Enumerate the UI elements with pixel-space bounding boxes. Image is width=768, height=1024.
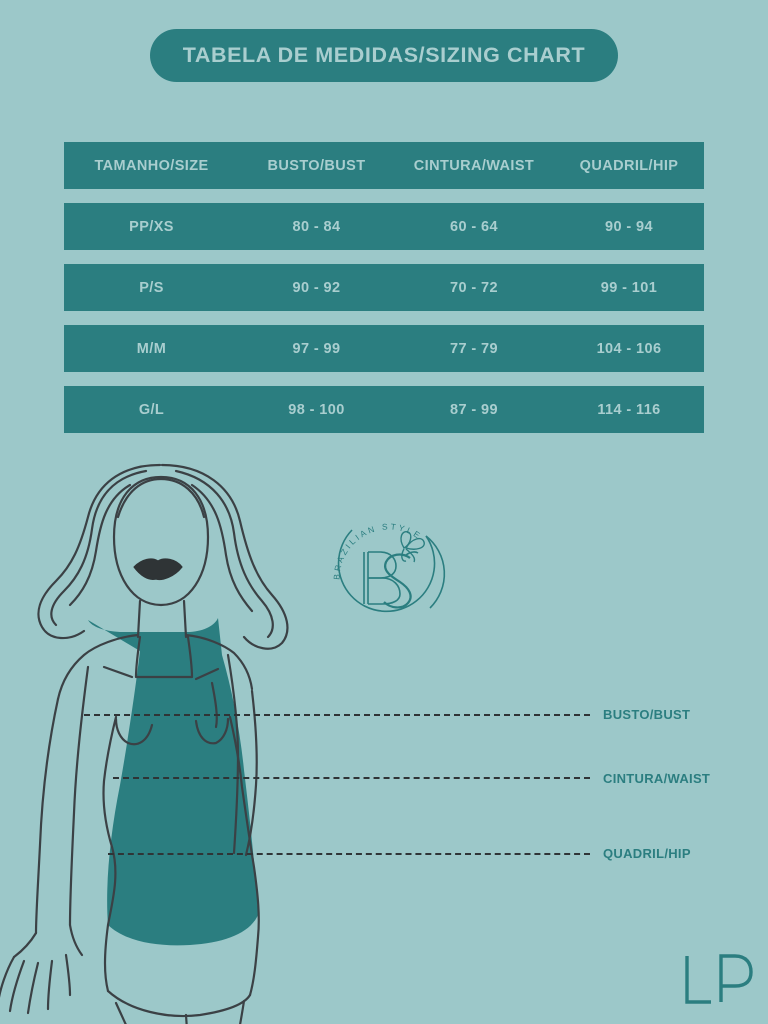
table-header-row: TAMANHO/SIZE BUSTO/BUST CINTURA/WAIST QU… — [64, 142, 704, 189]
finger-3 — [26, 961, 40, 1015]
arm-left-outer — [34, 697, 60, 935]
page-title: TABELA DE MEDIDAS/SIZING CHART — [182, 43, 586, 67]
finger-2 — [8, 959, 26, 1013]
guide-label-hip: QUADRIL/HIP — [603, 846, 691, 861]
leg-inner-line — [184, 1013, 188, 1024]
column-header-bust: BUSTO/BUST — [267, 157, 366, 174]
guide-label-waist: CINTURA/WAIST — [603, 771, 711, 786]
shoulder-right — [184, 633, 254, 691]
logo-monogram-s-flourish — [405, 551, 419, 556]
logo-monogram-s — [383, 553, 412, 609]
circle-outline-icon-right — [425, 535, 446, 609]
neck-left — [136, 599, 142, 639]
bust-curve-right — [194, 717, 230, 745]
cell-hip: 114 - 116 — [597, 401, 661, 418]
guide-line-waist — [113, 777, 590, 779]
brand-logo: BRAZILIAN STYLE — [331, 521, 446, 613]
cell-waist: 60 - 64 — [450, 218, 498, 235]
cell-bust: 80 - 84 — [292, 218, 341, 235]
cell-waist: 77 - 79 — [450, 340, 498, 357]
face-outline — [112, 475, 210, 607]
column-header-size: TAMANHO/SIZE — [94, 157, 209, 174]
armpit-right — [210, 681, 218, 729]
collarbone-right — [194, 667, 220, 681]
hair-left-outline — [37, 463, 162, 640]
cell-bust: 98 - 100 — [288, 401, 345, 418]
guide-line-bust — [84, 714, 590, 716]
wrist-left — [12, 931, 38, 959]
dress-neckline — [134, 635, 194, 679]
butterfly-icon — [400, 531, 425, 563]
dress-outline-right — [228, 715, 260, 997]
dress-hem — [106, 989, 252, 1018]
cell-hip: 104 - 106 — [596, 340, 662, 357]
cell-bust: 97 - 99 — [292, 340, 341, 357]
table-row: M/M 97 - 99 77 - 79 104 - 106 — [64, 325, 704, 372]
shoulder-left — [56, 633, 140, 701]
cell-size: PP/XS — [129, 218, 174, 235]
table-row: PP/XS 80 - 84 60 - 64 90 - 94 — [64, 203, 704, 250]
circle-outline-icon — [337, 529, 436, 613]
guide-label-bust: BUSTO/BUST — [603, 707, 691, 722]
table-row: P/S 90 - 92 70 - 72 99 - 101 — [64, 264, 704, 311]
cell-size: P/S — [139, 279, 164, 296]
leg-right-outer — [239, 999, 246, 1024]
watermark-letter-l — [685, 956, 711, 1004]
cell-bust: 90 - 92 — [292, 279, 341, 296]
table-row: G/L 98 - 100 87 - 99 114 - 116 — [64, 386, 704, 433]
sizing-chart-table: TAMANHO/SIZE BUSTO/BUST CINTURA/WAIST QU… — [64, 142, 704, 447]
hair-right-strand — [190, 483, 254, 613]
logo-curved-text: BRAZILIAN STYLE — [331, 521, 424, 580]
column-header-hip: QUADRIL/HIP — [579, 157, 679, 174]
hairline — [116, 477, 206, 519]
watermark-letter-p — [719, 954, 753, 1002]
cell-size: M/M — [136, 340, 167, 357]
hair-right-inner — [174, 469, 274, 639]
hair-right-outline — [160, 463, 289, 650]
watermark-logo — [685, 954, 753, 1004]
female-figure-illustration — [0, 463, 289, 1024]
page-title-banner: TABELA DE MEDIDAS/SIZING CHART — [150, 29, 618, 82]
cell-hip: 99 - 101 — [600, 279, 658, 296]
finger-4 — [46, 959, 54, 1011]
finger-1 — [0, 955, 16, 998]
collarbone-left — [102, 665, 134, 679]
cell-hip: 90 - 94 — [605, 218, 653, 235]
neck-right — [182, 599, 188, 639]
column-header-waist: CINTURA/WAIST — [413, 157, 535, 174]
thumb — [64, 953, 72, 997]
hair-left-strand — [68, 483, 132, 607]
logo-monogram-b — [363, 551, 401, 605]
cell-size: G/L — [138, 401, 165, 418]
hair-left-inner — [50, 469, 148, 627]
arm-left-inner — [68, 665, 90, 927]
wrist-left-inner — [68, 923, 84, 957]
bust-curve-left — [114, 717, 154, 746]
leg-left-outer — [114, 1001, 127, 1024]
guide-line-hip — [108, 853, 590, 855]
lips-icon — [133, 558, 183, 581]
cell-waist: 70 - 72 — [450, 279, 498, 296]
dress-outline-left — [102, 715, 118, 993]
cell-waist: 87 - 99 — [450, 401, 498, 418]
